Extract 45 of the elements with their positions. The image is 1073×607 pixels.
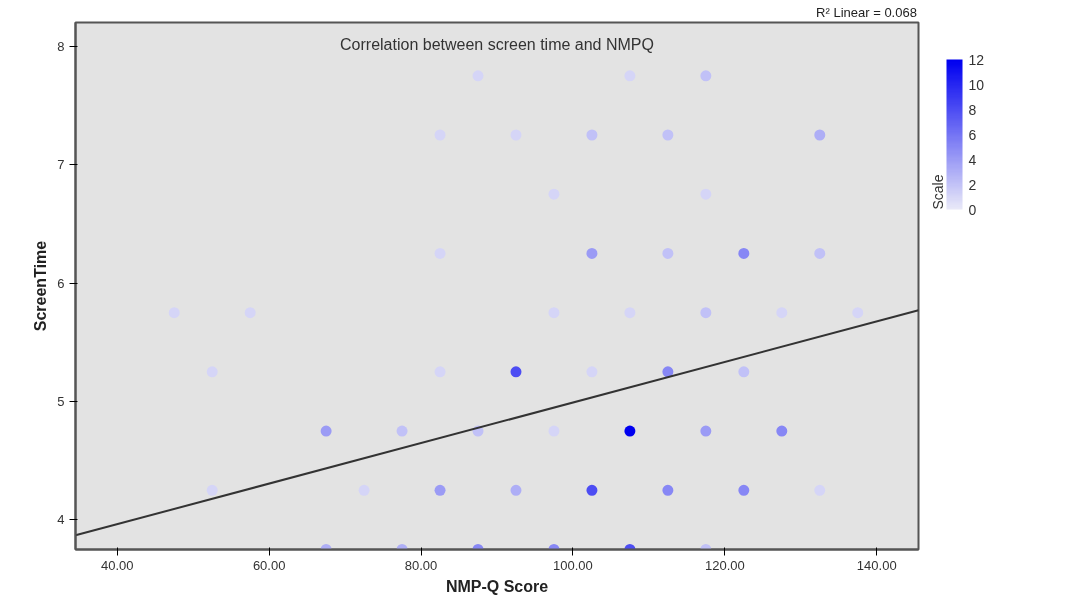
point (738, 484, 750, 496)
point (434, 484, 446, 496)
point (700, 307, 712, 319)
point (206, 484, 218, 496)
y-tick-label: 8 (57, 38, 65, 54)
text: R² Linear = 0.068 (816, 5, 917, 20)
text: Correlation between screen time and NMPQ (340, 36, 654, 53)
point (738, 366, 750, 378)
color-bar-label: 8 (968, 101, 977, 118)
point (396, 425, 408, 437)
y-axis-title: ScreenTime (32, 240, 50, 332)
x-tick-label: 120.00 (704, 557, 745, 573)
color-bar-label: 4 (968, 151, 977, 168)
x-tick-label: 40.00 (101, 557, 134, 573)
x-tick-label: 60.00 (252, 557, 286, 573)
point (510, 366, 522, 378)
point (586, 484, 598, 496)
point (738, 247, 750, 259)
point (814, 247, 826, 259)
x-tick-label: 100.00 (553, 557, 593, 573)
point (814, 129, 826, 141)
color-bar-title: Scale (929, 174, 946, 210)
y-tick-label: 5 (57, 393, 65, 409)
color-bar-label: 2 (968, 176, 977, 193)
color-bar-label: 6 (968, 126, 977, 143)
point (510, 484, 522, 496)
point (700, 70, 712, 82)
point (700, 425, 712, 437)
x-tick-label: 80.00 (404, 557, 438, 573)
y-tick-label: 6 (57, 275, 65, 291)
point (320, 425, 332, 437)
x-tick-label: 140.00 (856, 557, 897, 573)
y-tick-label: 7 (57, 157, 65, 173)
point (662, 129, 674, 141)
point (586, 247, 598, 259)
color-bar-label: 0 (968, 201, 977, 218)
point (624, 425, 636, 437)
color-bar-label: 10 (968, 76, 985, 93)
point (586, 129, 598, 141)
y-tick-label: 4 (57, 512, 65, 528)
point (662, 484, 674, 496)
color-bar-label: 12 (968, 51, 985, 68)
point (662, 247, 674, 259)
point (776, 425, 788, 437)
x-axis-title: NMP-Q Score (445, 577, 549, 595)
